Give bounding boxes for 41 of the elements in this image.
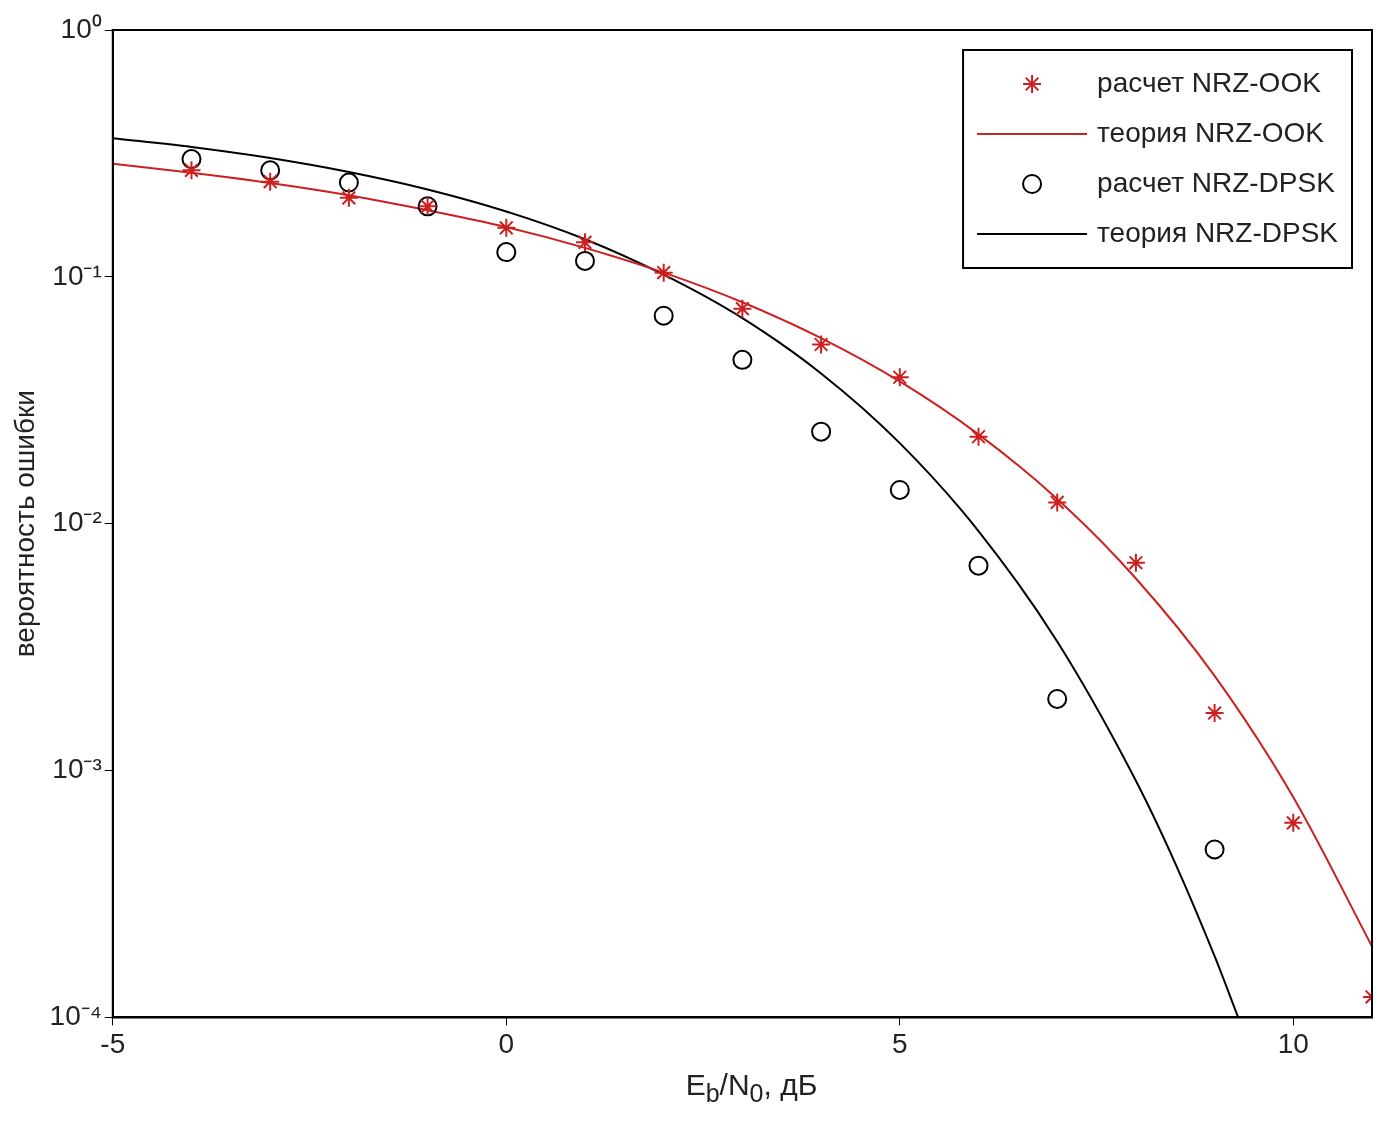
point	[496, 242, 517, 263]
x-tick-label: 0	[498, 1027, 515, 1059]
point	[1283, 812, 1304, 833]
point	[1047, 492, 1068, 513]
y-axis-title: вероятность ошибки	[8, 390, 40, 658]
y-tick-label: 10⁻²	[52, 506, 102, 538]
legend-label: расчет NRZ-DPSK	[1097, 166, 1336, 198]
point	[811, 421, 832, 442]
point	[1047, 688, 1068, 709]
point	[181, 149, 202, 170]
point	[889, 479, 910, 500]
x-axis-title: E$_{b}$/N$_{0}$, дБ	[684, 1068, 819, 1108]
point	[574, 250, 595, 271]
y-tick-label: 10⁻³	[52, 753, 102, 785]
legend-label: теория NRZ-DPSK	[1097, 216, 1339, 248]
y-tick-label: 10⁻⁴	[49, 1000, 102, 1032]
point	[574, 232, 595, 253]
point	[732, 298, 753, 319]
x-tick-label: -5	[100, 1027, 126, 1059]
point	[732, 349, 753, 370]
point	[653, 262, 674, 283]
point	[181, 160, 202, 181]
point	[1125, 552, 1146, 573]
point	[260, 171, 281, 192]
legend-label: расчет NRZ-OOK	[1097, 66, 1322, 98]
y-tick-label: 10⁻¹	[52, 259, 102, 291]
legend-label: теория NRZ-OOK	[1097, 116, 1325, 148]
point	[889, 367, 910, 388]
point	[653, 305, 674, 326]
x-tick-label: 5	[892, 1027, 908, 1059]
point	[968, 426, 989, 447]
point	[496, 217, 517, 238]
point	[1204, 703, 1225, 724]
point	[260, 160, 281, 181]
point	[811, 334, 832, 355]
point	[1204, 839, 1225, 860]
x-tick-label: 10	[1277, 1027, 1309, 1059]
point	[338, 172, 359, 193]
point	[338, 187, 359, 208]
point	[968, 555, 989, 576]
y-tick-label: 10⁰	[60, 12, 102, 44]
